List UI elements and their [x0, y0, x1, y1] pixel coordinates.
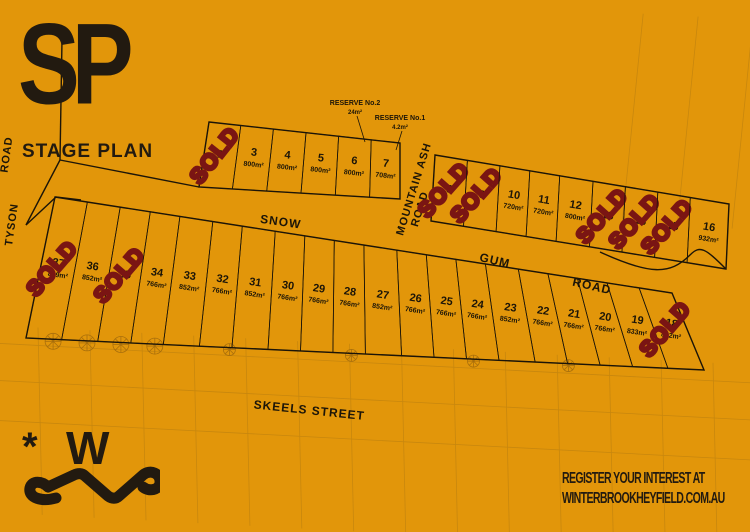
svg-text:31: 31 — [248, 276, 262, 290]
svg-text:28: 28 — [343, 285, 357, 299]
svg-text:12: 12 — [569, 198, 583, 212]
svg-text:W: W — [66, 422, 110, 474]
svg-text:RESERVE No.2: RESERVE No.2 — [330, 100, 381, 107]
svg-text:7: 7 — [382, 158, 389, 171]
svg-text:RESERVE No.1: RESERVE No.1 — [375, 115, 426, 122]
svg-text:33: 33 — [183, 269, 197, 283]
svg-text:16: 16 — [702, 220, 716, 234]
svg-text:11: 11 — [537, 193, 550, 207]
svg-text:24m²: 24m² — [348, 109, 362, 116]
svg-text:10: 10 — [507, 188, 521, 202]
svg-text:5: 5 — [317, 152, 324, 165]
svg-text:4.2m²: 4.2m² — [392, 124, 408, 131]
svg-text:21: 21 — [567, 307, 581, 321]
svg-text:6: 6 — [351, 155, 358, 168]
svg-text:20: 20 — [598, 310, 612, 324]
svg-text:25: 25 — [440, 295, 454, 309]
svg-text:3: 3 — [250, 146, 257, 159]
svg-text:32: 32 — [216, 273, 230, 287]
svg-text:26: 26 — [409, 292, 423, 306]
svg-text:22: 22 — [536, 304, 550, 318]
svg-text:23: 23 — [503, 301, 517, 315]
svg-text:30: 30 — [281, 279, 295, 293]
svg-text:36: 36 — [86, 260, 100, 274]
svg-text:19: 19 — [631, 314, 645, 328]
svg-text:27: 27 — [376, 288, 390, 302]
svg-text:*: * — [22, 425, 38, 469]
svg-text:29: 29 — [312, 282, 326, 296]
